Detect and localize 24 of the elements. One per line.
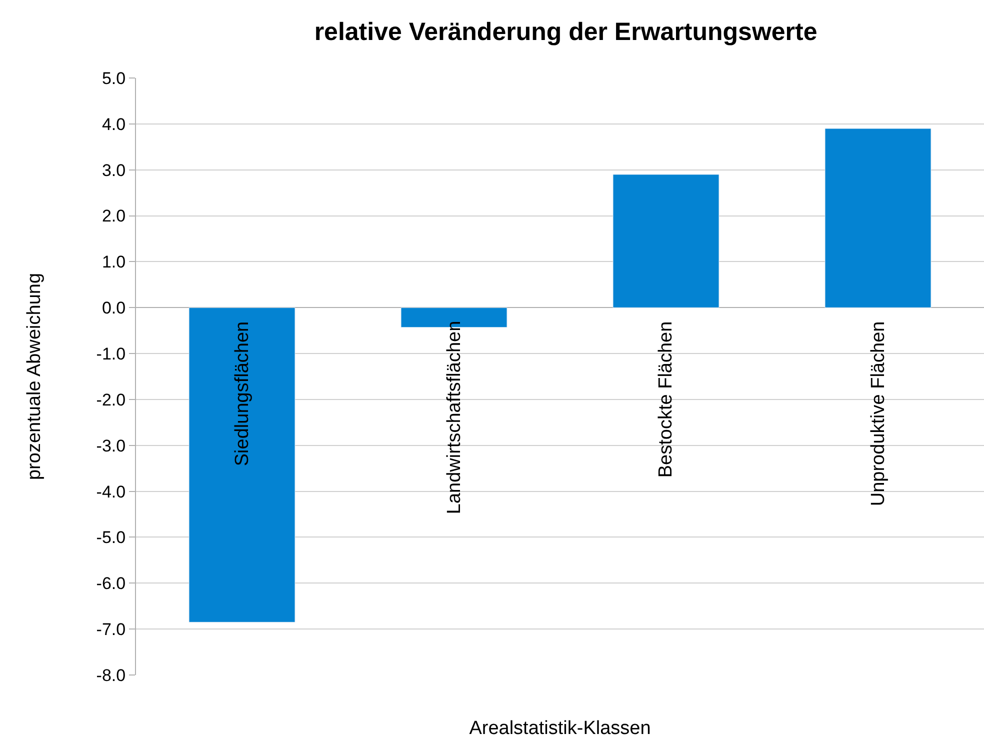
y-axis-title: prozentuale Abweichung [24, 272, 46, 480]
chart-title: relative Veränderung der Erwartungswerte [314, 18, 818, 46]
y-tick-label: -5.0 [96, 528, 126, 548]
bar [612, 174, 720, 308]
x-tick-label: Landwirtschaftsflächen [444, 320, 465, 514]
y-tick-label: -2.0 [96, 390, 126, 410]
x-tick-label: Siedlungsflächen [232, 321, 253, 466]
y-tick-label: 1.0 [102, 252, 126, 272]
y-tick-label: -8.0 [96, 666, 126, 685]
bar [824, 128, 932, 308]
y-tick-label: 4.0 [102, 114, 126, 134]
y-tick-label: 3.0 [102, 160, 126, 180]
y-tick-label: -3.0 [96, 436, 126, 456]
bar [188, 307, 296, 622]
y-tick-label: -4.0 [96, 482, 126, 502]
y-tick-label: 2.0 [102, 206, 126, 226]
y-tick-label: 5.0 [102, 68, 126, 88]
y-tick-label: -6.0 [96, 574, 126, 594]
y-tick-label: -1.0 [96, 344, 126, 364]
x-tick-label: Bestockte Flächen [655, 321, 676, 478]
y-tick-label: -7.0 [96, 620, 126, 640]
x-axis-title: Arealstatistik-Klassen [469, 718, 651, 739]
x-tick-label: Unproduktive Flächen [868, 321, 889, 506]
y-tick-label: 0.0 [102, 298, 126, 318]
